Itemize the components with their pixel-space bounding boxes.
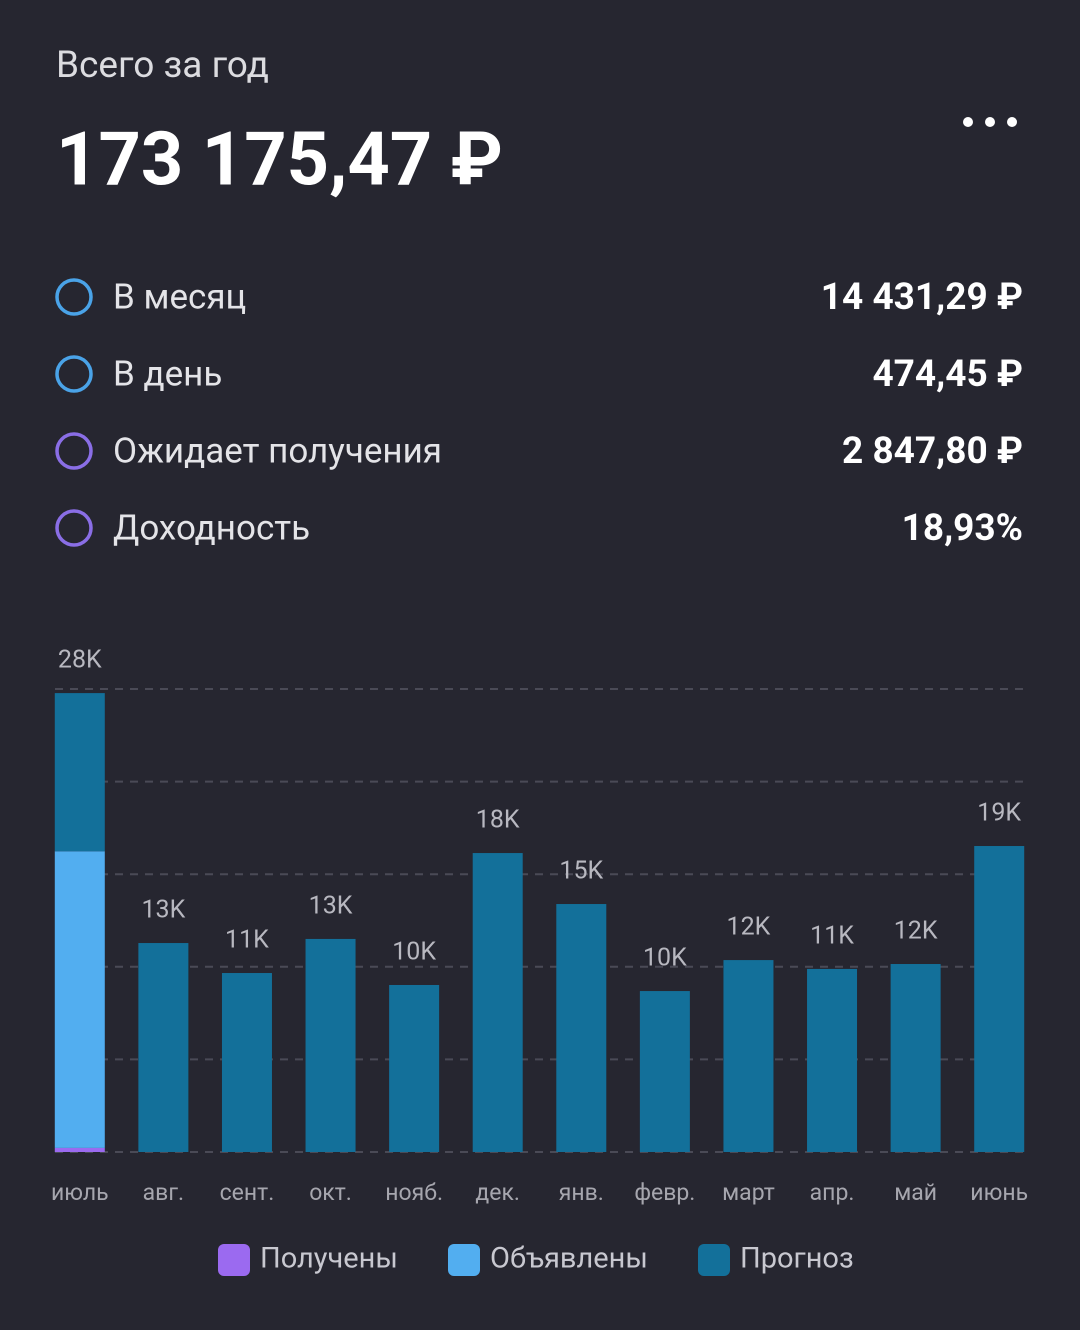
x-tick-label: февр. — [634, 1179, 695, 1206]
legend-label: Прогноз — [740, 1242, 854, 1276]
stat-icon — [55, 355, 93, 393]
x-tick-label: сент. — [220, 1179, 275, 1206]
value-label: 12K — [727, 913, 771, 942]
x-tick-label: июль — [51, 1179, 109, 1206]
value-label: 13K — [309, 892, 353, 921]
legend-swatch — [218, 1244, 250, 1276]
bar-segment — [54, 851, 105, 1148]
x-tick-label: янв. — [559, 1179, 604, 1206]
value-label: 11K — [810, 922, 854, 951]
dot — [985, 117, 995, 127]
x-tick-label: апр. — [810, 1179, 855, 1206]
value-label: 28K — [58, 646, 102, 675]
legend-swatch — [448, 1244, 480, 1276]
stat-value: 18,93% — [902, 507, 1023, 550]
value-label: 13K — [141, 896, 185, 925]
stat-label: Ожидает получения — [113, 430, 442, 471]
dot — [1007, 117, 1017, 127]
value-label: 11K — [225, 926, 269, 955]
x-tick-label: дек. — [475, 1179, 520, 1206]
legend-label: Получены — [260, 1242, 398, 1276]
stat-value: 474,45 ₽ — [872, 353, 1023, 396]
bar-segment — [54, 1147, 105, 1152]
value-label: 19K — [977, 799, 1021, 828]
bar-segment — [54, 693, 105, 852]
bar-segment — [890, 964, 941, 1152]
stat-label: В месяц — [113, 276, 246, 317]
stat-icon — [55, 509, 93, 547]
value-label: 18K — [476, 806, 520, 835]
more-menu[interactable] — [963, 117, 1017, 127]
x-tick-label: нояб. — [385, 1179, 443, 1206]
bar-segment — [974, 846, 1025, 1152]
bar-segment — [556, 904, 607, 1152]
bar-segment — [723, 960, 774, 1152]
total-amount: 173 175,47 ₽ — [56, 117, 503, 204]
bar-segment — [639, 991, 690, 1152]
title: Всего за год — [56, 44, 269, 87]
value-label: 12K — [894, 917, 938, 946]
bar-segment — [305, 938, 356, 1152]
x-tick-label: июнь — [970, 1179, 1028, 1206]
x-tick-label: авг. — [143, 1179, 184, 1206]
stat-value: 14 431,29 ₽ — [821, 276, 1023, 319]
stat-value: 2 847,80 ₽ — [842, 430, 1023, 473]
legend-swatch — [698, 1244, 730, 1276]
x-tick-label: март — [722, 1179, 775, 1206]
bar-segment — [472, 853, 523, 1152]
stat-label: Доходность — [113, 507, 310, 548]
bar-segment — [389, 984, 440, 1152]
stat-label: В день — [113, 353, 222, 394]
x-tick-label: окт. — [309, 1179, 352, 1206]
bar-segment — [138, 943, 189, 1152]
dot — [963, 117, 973, 127]
legend-label: Объявлены — [490, 1242, 648, 1276]
x-tick-label: май — [894, 1179, 937, 1206]
chart: 28K июль 13K авг. 11K сент. 13K окт. 10K нояб. 18K… — [51, 646, 1028, 1276]
bar-segment — [807, 968, 858, 1152]
value-label: 10K — [392, 938, 436, 967]
value-label: 10K — [643, 944, 687, 973]
bar-segment — [221, 973, 272, 1152]
stat-icon — [55, 432, 93, 470]
value-label: 15K — [559, 857, 603, 886]
stat-icon — [55, 278, 93, 316]
